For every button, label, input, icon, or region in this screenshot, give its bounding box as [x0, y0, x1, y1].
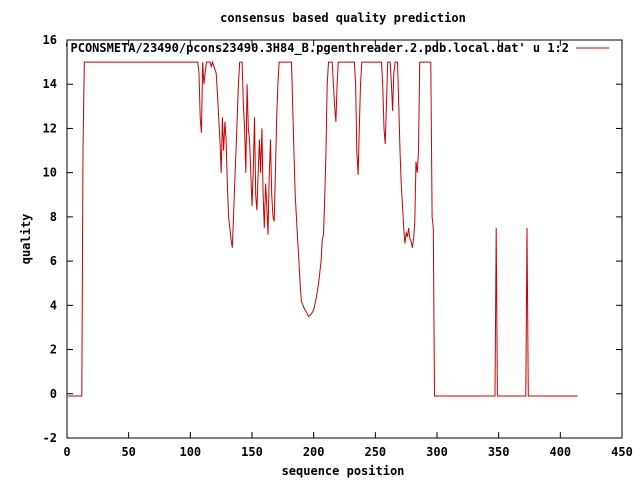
chart-title: consensus based quality prediction — [220, 11, 466, 25]
y-tick-label: 4 — [50, 298, 57, 312]
x-tick-label: 250 — [364, 445, 386, 459]
y-tick-label: 16 — [43, 33, 57, 47]
x-tick-label: 400 — [549, 445, 571, 459]
y-tick-label: -2 — [43, 431, 57, 445]
x-tick-label: 300 — [426, 445, 448, 459]
y-tick-label: 2 — [50, 343, 57, 357]
x-tick-label: 50 — [121, 445, 135, 459]
plot-frame — [66, 39, 623, 439]
y-axis-label: quality — [19, 214, 33, 265]
series-line — [68, 60, 578, 397]
x-tick-label: 450 — [611, 445, 633, 459]
x-tick-label: 100 — [179, 445, 201, 459]
x-tick-label: 350 — [488, 445, 510, 459]
x-tick-label: 150 — [241, 445, 263, 459]
x-tick-labels: 0 50 100 150 200 250 300 350 400 450 — [63, 445, 632, 459]
axis-ticks — [66, 39, 623, 439]
y-tick-label: 14 — [43, 77, 57, 91]
y-tick-label: 6 — [50, 254, 57, 268]
x-tick-label: 0 — [63, 445, 70, 459]
legend-label: 'PCONSMETA/23490/pcons23490.3H84_B.pgent… — [63, 41, 569, 56]
y-tick-label: 8 — [50, 210, 57, 224]
y-tick-label: 10 — [43, 166, 57, 180]
y-tick-label: 12 — [43, 121, 57, 135]
x-axis-label: sequence position — [282, 464, 405, 478]
legend: 'PCONSMETA/23490/pcons23490.3H84_B.pgent… — [63, 41, 609, 56]
x-tick-label: 200 — [303, 445, 325, 459]
y-tick-labels: -2 0 2 4 6 8 10 12 14 16 — [43, 33, 57, 445]
y-tick-label: 0 — [50, 387, 57, 401]
